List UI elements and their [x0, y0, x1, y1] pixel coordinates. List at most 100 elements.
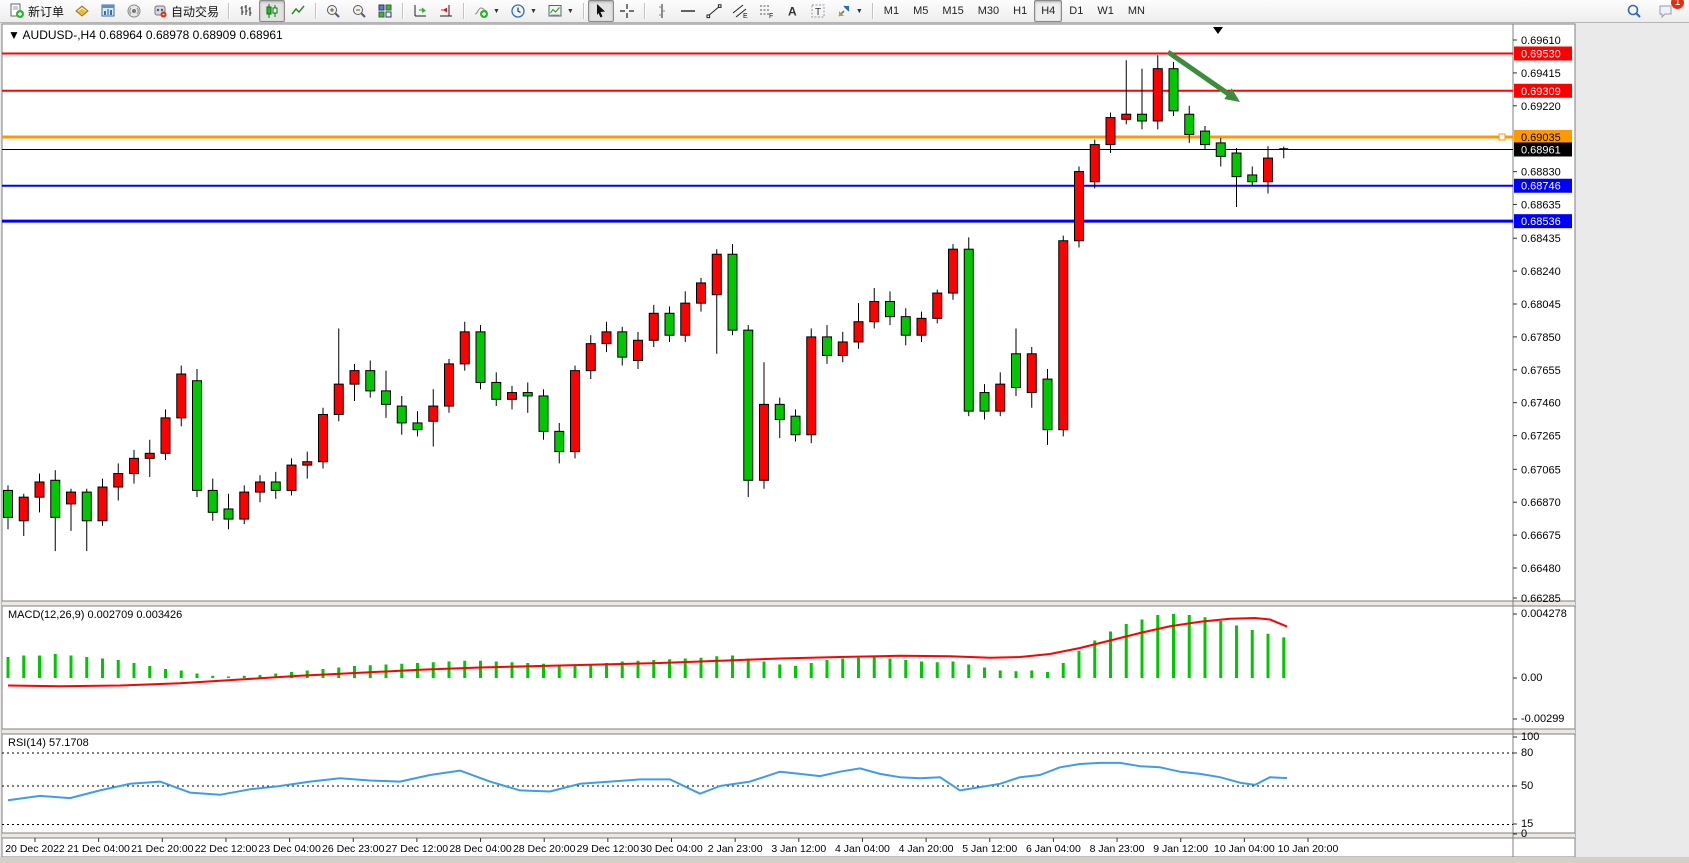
macd-bar [652, 660, 656, 678]
timeframe-m30[interactable]: M30 [977, 5, 1000, 17]
fibonacci-button[interactable]: F [753, 0, 779, 22]
candles-icon [266, 4, 278, 18]
chart-title: ▼ AUDUSD-,H4 0.68964 0.68978 0.68909 0.6… [8, 28, 283, 42]
new-order-button[interactable]: 新订单 [4, 0, 69, 22]
annotation-arrow-line[interactable] [1166, 49, 1234, 99]
line-chart-button[interactable] [285, 0, 311, 22]
hline-handle[interactable] [1498, 133, 1506, 141]
candle-bull [1121, 113, 1132, 120]
candle-bull [507, 392, 517, 400]
arrows-button[interactable]: ▼ [831, 0, 868, 22]
periods-button[interactable]: ▼ [505, 0, 542, 22]
time-axis-label: 23 Dec 04:00 [258, 843, 321, 855]
wallet-button[interactable] [69, 0, 95, 22]
candle-bull [302, 461, 313, 466]
candle-bull [160, 417, 171, 454]
macd-bar [951, 661, 955, 678]
candle-bull [916, 317, 927, 336]
macd-bar [179, 670, 183, 678]
auto-scroll-icon [414, 5, 427, 17]
vline-button[interactable] [649, 0, 675, 22]
candle-bear [743, 329, 754, 481]
time-axis-label: 30 Dec 04:00 [640, 843, 703, 855]
sep-main-macd[interactable] [2, 601, 1575, 606]
price-axis-label: 0.69220 [1521, 101, 1561, 113]
crosshair-button[interactable] [614, 0, 640, 22]
timeframe-m15[interactable]: M15 [942, 5, 964, 17]
time-axis-label: 3 Jan 12:00 [771, 843, 826, 855]
price-axis-label: 0.67265 [1521, 431, 1561, 443]
candle-bear [412, 422, 423, 431]
signal-icon [127, 4, 141, 18]
macd-bar [447, 661, 451, 678]
bar-chart-button[interactable] [233, 0, 259, 22]
tile-windows-button[interactable] [372, 0, 398, 22]
candle-bear [365, 370, 376, 392]
candle-bull [696, 282, 706, 304]
price-axis-label: 0.67065 [1521, 464, 1561, 476]
candle-bear [554, 430, 565, 453]
candle-bear [963, 248, 974, 412]
candle-bear [727, 253, 738, 331]
annotation-arrow-head[interactable] [1224, 88, 1240, 102]
hline-button[interactable] [675, 0, 701, 22]
macd-bar [1282, 637, 1286, 678]
price-axis-label: 0.66870 [1521, 497, 1561, 509]
time-axis-label: 20 Dec 2022 [5, 843, 65, 855]
price-axis-label: 0.67655 [1521, 365, 1561, 377]
label-button[interactable]: T [805, 0, 831, 22]
chart-shift-button[interactable] [433, 0, 459, 22]
text-button[interactable]: A [779, 0, 805, 22]
main-toolbar: 新订单 自动交易 ▼ ▼ ▼ E F A T ▼ M1 M5 M15 M30 H1 H4 D1 W1 MN 1 [0, 0, 1689, 23]
candle-bull [255, 481, 265, 493]
macd-bar [1124, 624, 1128, 678]
zoom-out-button[interactable] [346, 0, 372, 22]
candle-bull [1152, 68, 1163, 122]
line-chart-icon [291, 5, 305, 15]
time-axis-label: 10 Jan 04:00 [1214, 843, 1275, 855]
signals-button[interactable] [121, 0, 147, 22]
candle-bull [349, 370, 360, 385]
notifications-button[interactable]: 1 [1653, 0, 1684, 22]
chart-shift-marker[interactable] [1213, 27, 1223, 34]
templates-button[interactable]: ▼ [542, 0, 579, 22]
timeframe-d1[interactable]: D1 [1069, 5, 1084, 17]
channel-button[interactable]: E [727, 0, 753, 22]
rsi-axis-label: 0 [1521, 828, 1527, 840]
macd-bar [290, 672, 293, 678]
candle-bear [617, 331, 628, 358]
candle-bull [806, 336, 817, 436]
cursor-button[interactable] [587, 0, 614, 22]
trendline-button[interactable] [701, 0, 727, 22]
candle-bull [570, 370, 580, 453]
charts-window-button[interactable] [95, 0, 121, 22]
candle-bear [790, 415, 801, 436]
candlestick-button[interactable] [259, 0, 286, 22]
auto-trading-button[interactable]: 自动交易 [147, 0, 224, 22]
zoom-in-button[interactable] [320, 0, 346, 22]
indicators-button[interactable]: ▼ [468, 0, 505, 22]
candle-bull [995, 383, 1006, 412]
timeframe-h1[interactable]: H1 [1013, 5, 1028, 17]
timeframe-h4[interactable]: H4 [1034, 0, 1063, 22]
svg-text:T: T [815, 7, 821, 18]
macd-bar [164, 669, 167, 678]
timeframe-mn[interactable]: MN [1127, 5, 1145, 17]
candle-bull [113, 473, 124, 488]
macd-bar [857, 657, 860, 678]
macd-bar [1140, 619, 1144, 678]
candle-bull [869, 300, 880, 323]
timeframe-m1[interactable]: M1 [883, 5, 900, 17]
svg-text:E: E [743, 13, 748, 19]
search-button[interactable] [1621, 0, 1647, 22]
macd-bar [1187, 615, 1191, 678]
timeframe-w1[interactable]: W1 [1097, 5, 1114, 17]
candle-bear [1247, 174, 1258, 183]
macd-signal-line [7, 616, 1288, 688]
macd-bar [526, 663, 530, 678]
sep-macd-rsi[interactable] [2, 729, 1575, 734]
sep-rsi-axis[interactable] [2, 833, 1575, 838]
auto-scroll-button[interactable] [407, 0, 433, 22]
timeframe-m5[interactable]: M5 [913, 5, 929, 17]
